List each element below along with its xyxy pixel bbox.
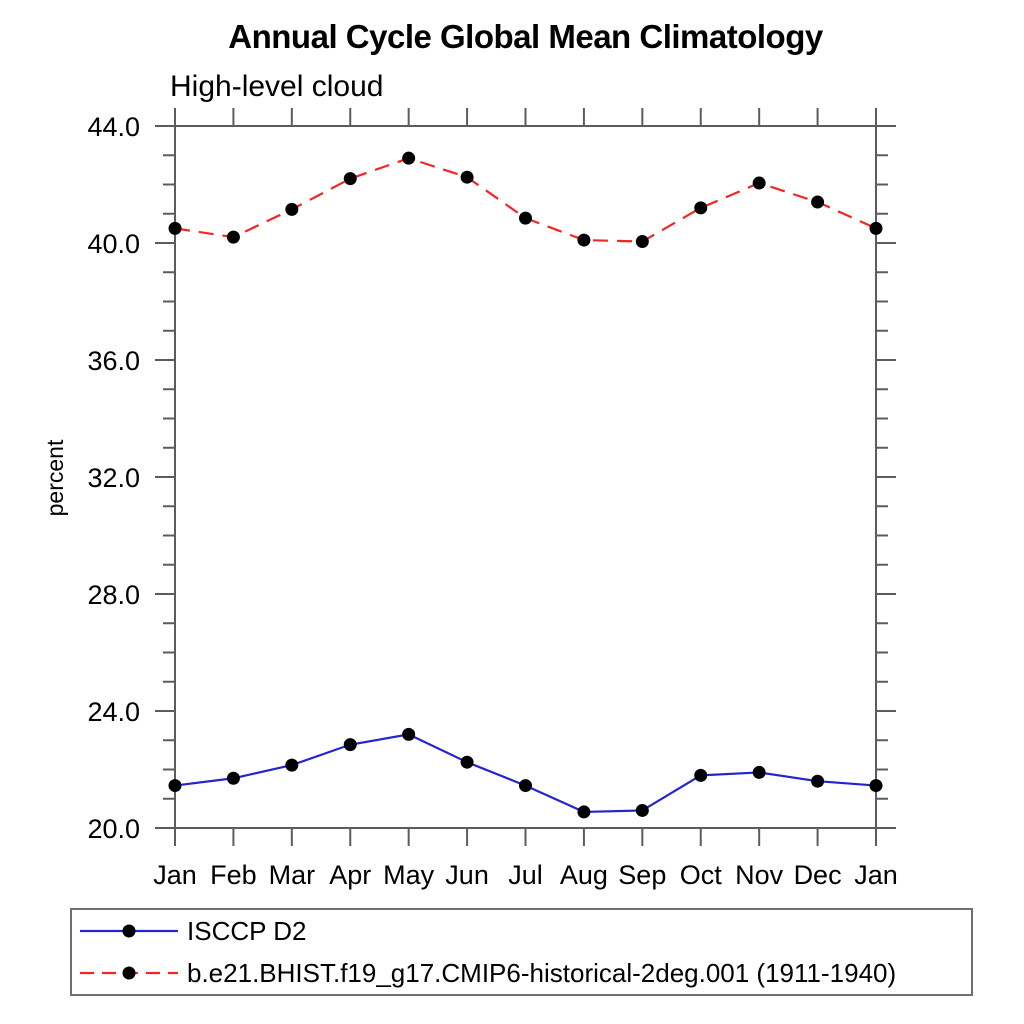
- y-tick-label: 44.0: [87, 112, 140, 142]
- data-point: [519, 779, 532, 793]
- chart-subtitle: High-level cloud: [170, 70, 384, 103]
- data-point: [811, 195, 825, 209]
- data-point: [519, 211, 532, 225]
- data-point: [168, 779, 182, 793]
- data-point: [402, 727, 416, 741]
- x-tick-label: Apr: [329, 860, 371, 890]
- data-point: [460, 755, 474, 769]
- chart-title: Annual Cycle Global Mean Climatology: [228, 18, 823, 55]
- data-point: [460, 170, 474, 184]
- legend-item-model: b.e21.BHIST.f19_g17.CMIP6-historical-2de…: [78, 954, 971, 992]
- legend-line-sample-dashed: [80, 966, 178, 980]
- data-point: [226, 230, 240, 244]
- data-point: [577, 233, 591, 247]
- legend-label: ISCCP D2: [187, 915, 307, 946]
- x-tick-label: May: [383, 860, 435, 890]
- data-point: [694, 201, 708, 215]
- x-tick-label: Nov: [735, 860, 784, 890]
- data-point: [402, 151, 416, 165]
- x-tick-label: Jun: [445, 860, 489, 890]
- legend-item-isccp: ISCCP D2: [78, 912, 971, 950]
- x-tick-label: Dec: [794, 860, 842, 890]
- x-tick-label: Oct: [680, 860, 723, 890]
- y-tick-label: 36.0: [87, 346, 140, 376]
- legend-box: ISCCP D2 b.e21.BHIST.f19_g17.CMIP6-histo…: [70, 908, 973, 996]
- series-line-solid: [174, 733, 877, 814]
- legend-sample-marker: [122, 924, 136, 938]
- data-point: [343, 738, 357, 752]
- plot-frame: [174, 125, 877, 829]
- data-point: [285, 758, 299, 772]
- x-tick-label: Jan: [153, 860, 197, 890]
- data-point: [285, 202, 299, 216]
- data-point: [343, 172, 357, 186]
- x-tick-label: Jul: [508, 860, 543, 890]
- legend-sample-marker: [122, 966, 136, 980]
- y-tick-label: 20.0: [87, 814, 140, 844]
- x-tick-label: Mar: [269, 860, 316, 890]
- series-line-dashed: [174, 157, 877, 243]
- data-point: [577, 805, 591, 819]
- x-tick-label: Aug: [560, 860, 608, 890]
- data-point: [635, 803, 649, 817]
- y-tick-label: 32.0: [87, 463, 140, 493]
- data-point: [811, 774, 825, 788]
- data-point: [226, 771, 240, 785]
- data-point: [869, 221, 883, 235]
- x-tick-label: Feb: [210, 860, 257, 890]
- x-tick-label: Sep: [618, 860, 666, 890]
- x-tick-label: Jan: [854, 860, 898, 890]
- data-point: [694, 768, 708, 782]
- data-point: [752, 176, 766, 190]
- y-tick-label: 40.0: [87, 229, 140, 259]
- legend-line-sample-solid: [80, 924, 178, 938]
- y-tick-label: 28.0: [87, 580, 140, 610]
- y-tick-label: 24.0: [87, 697, 140, 727]
- legend-label: b.e21.BHIST.f19_g17.CMIP6-historical-2de…: [187, 957, 897, 988]
- data-point: [752, 765, 766, 779]
- data-point: [168, 221, 182, 235]
- data-point: [635, 235, 649, 249]
- data-point: [869, 779, 883, 793]
